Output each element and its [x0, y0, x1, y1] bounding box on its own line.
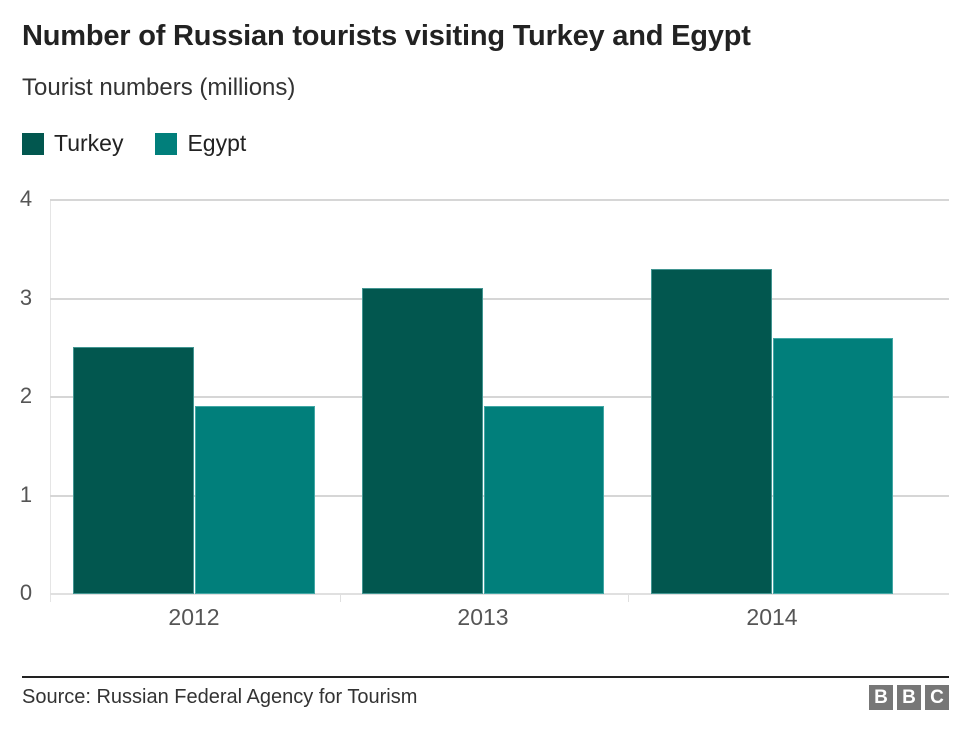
bbc-logo: B B C	[865, 685, 949, 710]
legend: Turkey Egypt	[22, 130, 278, 157]
legend-label-egypt: Egypt	[187, 130, 247, 156]
x-tick-label: 2012	[168, 604, 220, 630]
y-tick-label: 4	[19, 186, 33, 211]
bar-turkey-2012	[73, 347, 194, 594]
y-axis-line	[50, 200, 51, 602]
legend-swatch-egypt	[155, 132, 178, 155]
x-tick-label: 2013	[457, 604, 509, 630]
legend-item-turkey: Turkey	[22, 130, 123, 157]
x-tick-mark	[340, 594, 341, 602]
chart-title: Number of Russian tourists visiting Turk…	[22, 20, 751, 52]
x-tick-mark	[628, 594, 629, 602]
y-tick-label: 0	[19, 580, 33, 605]
legend-swatch-turkey	[22, 132, 44, 155]
bar-turkey-2013	[362, 288, 483, 594]
bar-turkey-2014	[651, 269, 772, 594]
bar-egypt-2013	[484, 406, 604, 594]
bbc-logo-letter: C	[925, 685, 949, 710]
gridline-4	[50, 199, 949, 201]
gridline-3	[50, 298, 949, 300]
bar-egypt-2012	[195, 406, 315, 594]
gridline-0	[50, 593, 949, 595]
bbc-logo-letter: B	[869, 685, 893, 710]
legend-label-turkey: Turkey	[54, 130, 124, 156]
source-note: Source: Russian Federal Agency for Touri…	[22, 686, 418, 708]
y-tick-label: 1	[19, 482, 33, 507]
x-tick-label: 2014	[746, 604, 798, 630]
bar-egypt-2014	[773, 338, 893, 594]
y-tick-label: 3	[19, 285, 33, 310]
chart-subtitle: Tourist numbers (millions)	[22, 74, 296, 101]
footer-divider	[22, 676, 949, 678]
legend-item-egypt: Egypt	[155, 130, 246, 157]
y-tick-label: 2	[19, 383, 33, 408]
gridline-2	[50, 396, 949, 398]
bbc-logo-letter: B	[897, 685, 921, 710]
plot-area: 4 3 2 1 0 2012 2013 2014	[19, 186, 949, 630]
